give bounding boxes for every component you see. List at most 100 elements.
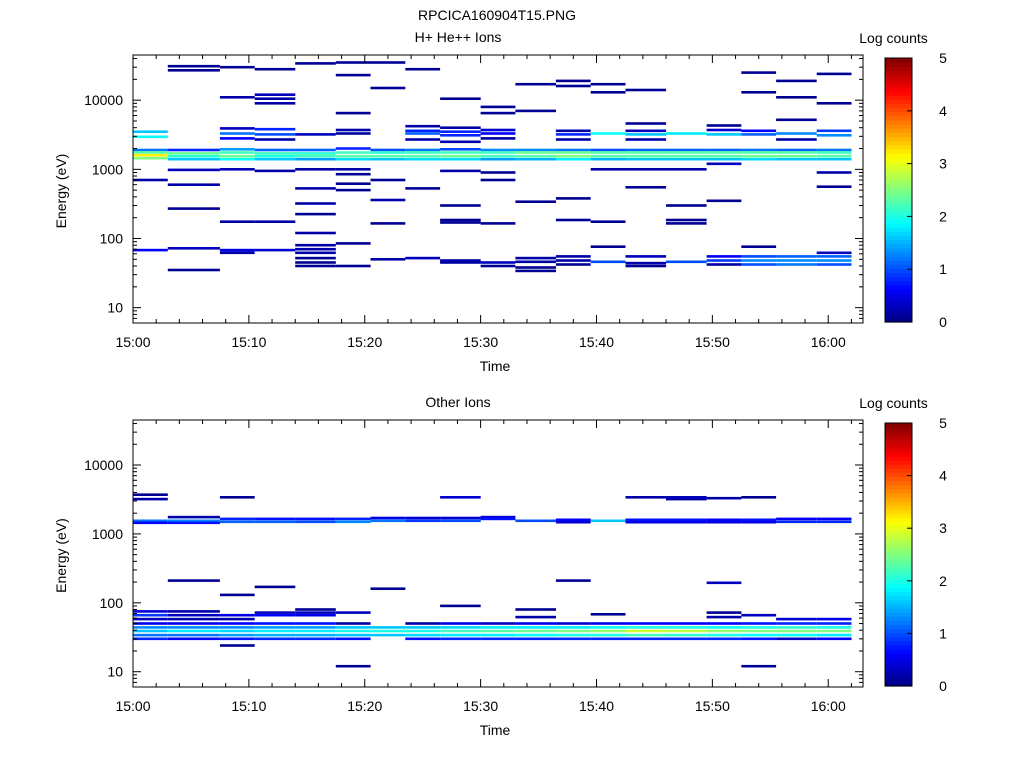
heatmap-cell <box>515 151 556 154</box>
colorbar-segment <box>885 665 912 671</box>
heatmap-cell <box>133 130 168 133</box>
x-tick-label: 15:20 <box>347 334 382 350</box>
heatmap-cell <box>405 626 441 629</box>
colorbar-segment <box>885 173 912 179</box>
heatmap-cell <box>480 137 516 140</box>
heatmap-cell <box>706 633 742 637</box>
colorbar-label: Log counts <box>859 30 928 46</box>
heatmap-cell <box>219 617 255 621</box>
colorbar-segment <box>885 484 912 490</box>
colorbar-tick-label: 4 <box>939 103 947 119</box>
colorbar-segment <box>885 305 912 311</box>
colorbar-segment <box>885 673 912 679</box>
x-tick-label: 15:00 <box>115 334 150 350</box>
heatmap-cell <box>254 148 296 152</box>
heatmap-cell <box>625 148 667 152</box>
heatmap-cell <box>370 61 406 64</box>
heatmap-cell <box>219 96 255 99</box>
heatmap-cell <box>219 622 255 625</box>
colorbar-label: Log counts <box>859 395 928 411</box>
colorbar-segment <box>885 260 912 265</box>
heatmap-cell <box>666 154 707 158</box>
heatmap-cell <box>515 269 556 273</box>
heatmap-cell <box>741 154 777 158</box>
heatmap-cell <box>816 520 852 524</box>
heatmap-cell <box>816 626 852 629</box>
heatmap-cell <box>405 124 441 128</box>
heatmap-cell <box>555 259 591 262</box>
colorbar-segment <box>885 115 912 121</box>
heatmap-cell <box>405 129 441 133</box>
colorbar-segment <box>885 464 912 469</box>
heatmap-cell <box>133 151 168 154</box>
heatmap-cell <box>133 153 168 157</box>
heatmap-cell <box>515 629 556 633</box>
heatmap-cell <box>776 154 817 158</box>
heatmap-cell <box>590 629 626 633</box>
heatmap-cell <box>335 242 371 245</box>
colorbar: Log counts 0 1 2 3 4 5 <box>859 30 947 330</box>
colorbar-segment <box>885 492 912 498</box>
colorbar-segment <box>885 624 912 630</box>
heatmap-cell <box>776 517 817 521</box>
heatmap-cell <box>776 148 817 152</box>
heatmap-cell <box>555 133 591 136</box>
colorbar-segment <box>885 251 912 257</box>
heatmap-cell <box>133 617 168 621</box>
heatmap-cell <box>776 633 817 637</box>
heatmap-cell <box>816 171 852 174</box>
x-tick-label: 15:30 <box>463 698 498 714</box>
heatmap-cell <box>666 497 707 501</box>
heatmap-cell <box>776 255 817 258</box>
heatmap-cell <box>480 261 516 264</box>
heatmap-cell <box>335 172 371 176</box>
heatmap-cell <box>133 610 168 613</box>
heatmap-cell <box>706 615 742 619</box>
colorbar-segment <box>885 239 912 245</box>
heatmap-cell <box>555 218 591 222</box>
heatmap-cell <box>335 188 371 192</box>
heatmap-cell <box>666 633 707 637</box>
heatmap-cell <box>295 633 336 637</box>
heatmap-cell <box>295 157 336 161</box>
heatmap-cell <box>370 519 406 523</box>
heatmap-cell <box>254 637 296 641</box>
heatmap-cell <box>167 617 220 621</box>
heatmap-cell <box>741 263 777 266</box>
heatmap-cell <box>219 637 255 641</box>
x-tick-label: 15:50 <box>695 334 730 350</box>
heatmap-cell <box>741 613 777 617</box>
heatmap-cell <box>167 157 220 161</box>
heatmap-cell <box>254 97 296 100</box>
heatmap-cell <box>133 148 168 152</box>
colorbar-segment <box>885 124 912 129</box>
colorbar-segment <box>885 653 912 658</box>
x-tick-label: 15:10 <box>231 334 266 350</box>
colorbar-segment <box>885 468 912 473</box>
colorbar-segment <box>885 227 912 232</box>
heatmap-cell <box>219 626 255 629</box>
heatmap-cell <box>440 169 481 173</box>
heatmap-cell <box>440 218 481 222</box>
heatmap-cell <box>741 133 777 136</box>
heatmap-cell <box>666 518 707 522</box>
colorbar-frame <box>884 422 913 687</box>
heatmap-cell <box>133 633 168 637</box>
heatmap-cell <box>335 611 371 614</box>
heatmap-cell <box>706 154 742 158</box>
heatmap-cell <box>219 633 255 637</box>
colorbar-segment <box>885 256 912 261</box>
colorbar-segment <box>885 152 912 158</box>
heatmap-cell <box>219 220 255 223</box>
heatmap-cell <box>405 157 441 161</box>
heatmap-cell <box>741 496 777 499</box>
heatmap-cell <box>555 154 591 158</box>
heatmap-cell <box>405 633 441 637</box>
colorbar-segment <box>885 185 912 191</box>
colorbar-segment <box>885 289 912 294</box>
heatmap-cell <box>590 157 626 161</box>
heatmap-cell <box>254 154 296 158</box>
heatmap-cell <box>335 61 371 64</box>
heatmap-cell <box>555 263 591 266</box>
heatmap-cell <box>776 259 817 262</box>
